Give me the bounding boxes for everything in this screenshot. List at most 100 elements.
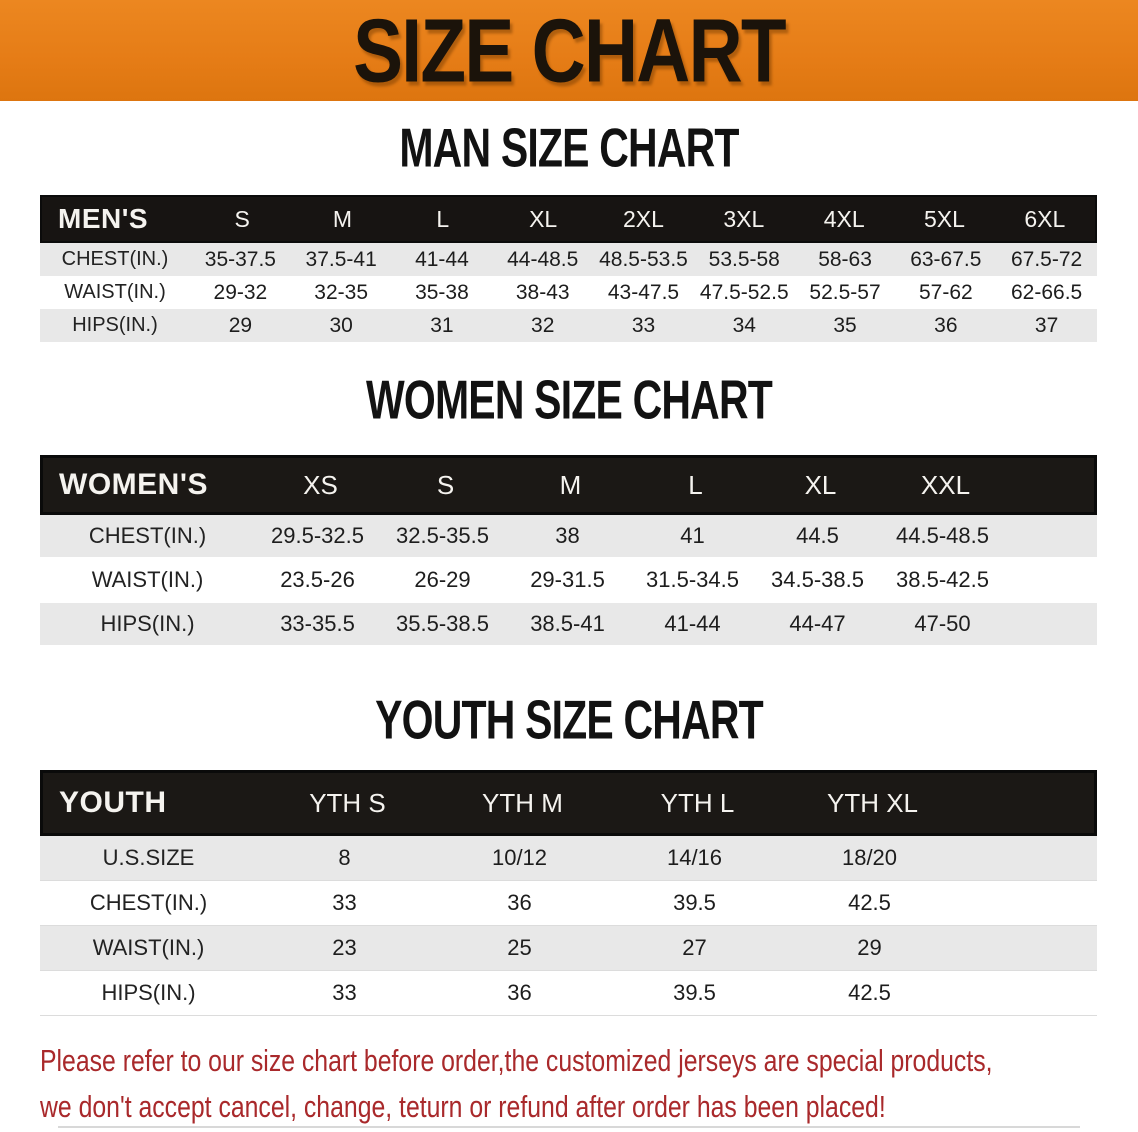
table-row: U.S.SIZE 8 10/12 14/16 18/20 bbox=[40, 836, 1097, 881]
size-value: 29 bbox=[857, 935, 882, 960]
size-column-header: L bbox=[436, 205, 450, 232]
size-value: 58-63 bbox=[818, 247, 872, 271]
size-value: 36 bbox=[934, 313, 958, 337]
size-value: 33 bbox=[332, 890, 357, 915]
women-section-title: WOMEN SIZE CHART bbox=[366, 369, 773, 431]
size-value: 33 bbox=[332, 980, 357, 1005]
men-section-title: MAN SIZE CHART bbox=[399, 117, 739, 179]
measurement-label: CHEST(IN.) bbox=[89, 890, 208, 915]
size-value: 36 bbox=[507, 980, 532, 1005]
size-value: 42.5 bbox=[848, 980, 891, 1005]
size-value: 33-35.5 bbox=[280, 611, 355, 636]
size-value: 35 bbox=[833, 313, 857, 337]
size-value: 14/16 bbox=[666, 845, 723, 870]
size-value: 27 bbox=[682, 935, 707, 960]
table-group-label: MEN'S bbox=[58, 203, 149, 234]
banner: SIZE CHART bbox=[0, 0, 1138, 101]
size-column-header: 3XL bbox=[723, 205, 765, 232]
size-column-header: M bbox=[559, 469, 582, 500]
size-value: 36 bbox=[507, 890, 532, 915]
measurement-label: HIPS(IN.) bbox=[100, 611, 195, 636]
size-value: 41-44 bbox=[415, 247, 469, 271]
size-value: 48.5-53.5 bbox=[599, 247, 688, 271]
size-value: 35-37.5 bbox=[204, 247, 276, 271]
page-title: SIZE CHART bbox=[353, 0, 787, 101]
size-value: 47-50 bbox=[914, 611, 971, 636]
disclaimer-line-2: we don't accept cancel, change, teturn o… bbox=[40, 1089, 886, 1124]
size-value: 38.5-42.5 bbox=[896, 567, 989, 592]
measurement-label: HIPS(IN.) bbox=[101, 980, 196, 1005]
size-value: 29-31.5 bbox=[530, 567, 605, 592]
size-value: 26-29 bbox=[414, 567, 471, 592]
size-value: 47.5-52.5 bbox=[699, 280, 789, 304]
size-column-header: 4XL bbox=[823, 205, 865, 232]
size-value: 39.5 bbox=[673, 890, 716, 915]
size-value: 34.5-38.5 bbox=[771, 567, 864, 592]
measurement-label: WAIST(IN.) bbox=[92, 935, 205, 960]
photo-edge-line bbox=[58, 1126, 1080, 1128]
size-value: 34 bbox=[732, 313, 756, 337]
table-row: CHEST(IN.) 33 36 39.5 42.5 bbox=[40, 881, 1097, 926]
size-column-header: XS bbox=[303, 469, 338, 500]
disclaimer-text: Please refer to our size chart before or… bbox=[40, 1038, 1128, 1130]
table-row: HIPS(IN.) 33-35.5 35.5-38.5 38.5-41 41-44 44-… bbox=[40, 603, 1097, 647]
size-value: 44-48.5 bbox=[507, 247, 579, 271]
size-value: 52.5-57 bbox=[809, 280, 881, 304]
size-value: 62-66.5 bbox=[1010, 280, 1083, 304]
size-value: 32-35 bbox=[314, 280, 369, 304]
youth-size-table: YOUTH YTH S YTH M YTH L YTH XL U.S.SIZE 8 10/1… bbox=[40, 770, 1097, 1016]
size-value: 42.5 bbox=[848, 890, 891, 915]
size-value: 29-32 bbox=[213, 280, 268, 304]
size-column-header: 2XL bbox=[623, 205, 664, 232]
size-column-header: 5XL bbox=[924, 205, 965, 232]
measurement-label: HIPS(IN.) bbox=[72, 314, 158, 336]
size-value: 35-38 bbox=[415, 280, 469, 304]
size-value: 31.5-34.5 bbox=[646, 567, 739, 592]
size-value: 53.5-58 bbox=[708, 247, 780, 271]
size-value: 32 bbox=[531, 313, 555, 337]
size-value: 67.5-72 bbox=[1010, 247, 1083, 271]
size-value: 41 bbox=[680, 523, 705, 548]
women-table-header-row: WOMEN'S XS S M L XL XXL bbox=[40, 455, 1097, 515]
size-value: 41-44 bbox=[664, 611, 721, 636]
size-value: 43-47.5 bbox=[607, 280, 680, 304]
size-value: 18/20 bbox=[841, 845, 898, 870]
size-value: 44-47 bbox=[789, 611, 846, 636]
youth-table-header-row: YOUTH YTH S YTH M YTH L YTH XL bbox=[40, 770, 1097, 836]
size-value: 10/12 bbox=[491, 845, 548, 870]
size-column-header: XL bbox=[529, 205, 558, 232]
table-row: CHEST(IN.) 29.5-32.5 32.5-35.5 38 41 44.5 44.5… bbox=[40, 515, 1097, 559]
size-value: 30 bbox=[329, 313, 353, 337]
measurement-label: CHEST(IN.) bbox=[88, 523, 207, 548]
size-column-header: XXL bbox=[920, 469, 971, 500]
size-value: 23.5-26 bbox=[280, 567, 355, 592]
men-table-header-row: MEN'S S M L XL 2XL 3XL 4XL 5XL 6XL bbox=[40, 195, 1097, 243]
size-value: 63-67.5 bbox=[910, 247, 982, 271]
size-column-header: M bbox=[332, 205, 353, 232]
table-row: WAIST(IN.) 23.5-26 26-29 29-31.5 31.5-34.5 34… bbox=[40, 559, 1097, 603]
size-value: 35.5-38.5 bbox=[396, 611, 489, 636]
size-value: 44.5-48.5 bbox=[896, 523, 989, 548]
size-column-header: YTH L bbox=[660, 787, 735, 818]
table-group-label: WOMEN'S bbox=[59, 468, 208, 501]
size-value: 44.5 bbox=[796, 523, 839, 548]
size-value: 29.5-32.5 bbox=[271, 523, 364, 548]
measurement-label: U.S.SIZE bbox=[102, 845, 195, 870]
size-value: 38 bbox=[555, 523, 580, 548]
table-row: WAIST(IN.) 29-32 32-35 35-38 38-43 43-47.5 47.… bbox=[40, 276, 1097, 309]
table-row: HIPS(IN.) 33 36 39.5 42.5 bbox=[40, 971, 1097, 1016]
size-value: 31 bbox=[430, 313, 454, 337]
table-group-label: YOUTH bbox=[59, 786, 167, 819]
size-column-header: L bbox=[688, 469, 703, 500]
size-value: 57-62 bbox=[918, 280, 973, 304]
size-value: 38.5-41 bbox=[530, 611, 605, 636]
women-size-table: WOMEN'S XS S M L XL XXL CHEST(IN.) 29.5-32.5 32.… bbox=[40, 455, 1097, 647]
size-column-header: YTH M bbox=[482, 787, 563, 818]
size-value: 39.5 bbox=[673, 980, 716, 1005]
size-value: 8 bbox=[338, 845, 351, 870]
size-column-header: S bbox=[234, 205, 250, 232]
table-row: WAIST(IN.) 23 25 27 29 bbox=[40, 926, 1097, 971]
size-value: 37 bbox=[1034, 313, 1059, 337]
size-column-header: S bbox=[436, 469, 455, 500]
